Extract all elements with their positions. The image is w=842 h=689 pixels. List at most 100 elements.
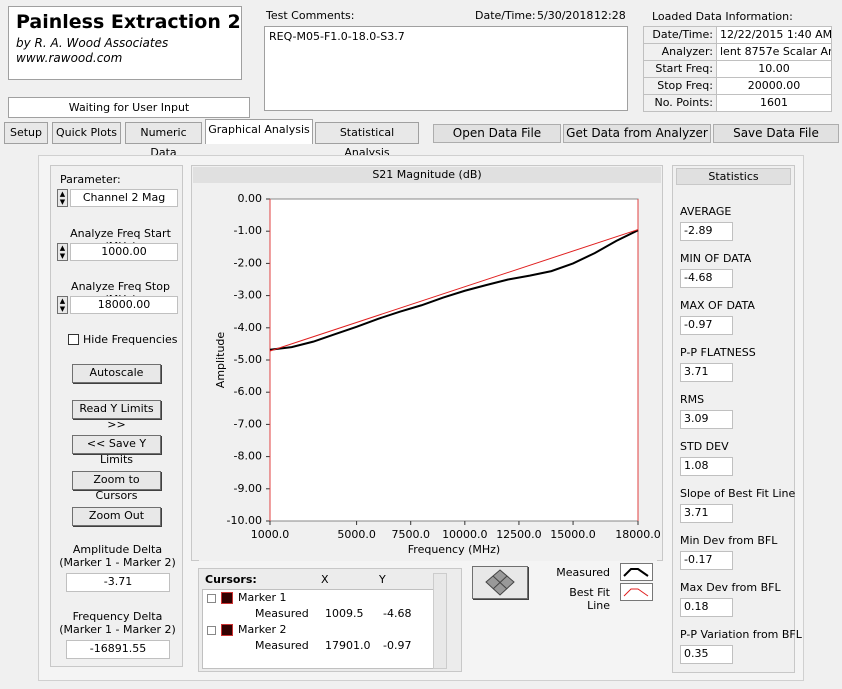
info-label: No. Points: [643, 94, 717, 112]
stat-value: -0.97 [680, 316, 733, 335]
file-button[interactable]: Get Data from Analyzer [563, 124, 711, 143]
legend: Measured Best Fit Line [548, 563, 654, 612]
legend-label: Best Fit Line [569, 586, 610, 612]
y-tick-label: -6.00 [234, 385, 262, 398]
stat-label: MIN OF DATA [680, 252, 752, 265]
marker-icon [221, 592, 233, 604]
x-tick-label: 15000.0 [550, 528, 596, 541]
stat-label: Slope of Best Fit Line [680, 487, 796, 500]
freq_start-spinner[interactable]: ▲ ▼ [57, 243, 68, 261]
cursor-header: X [321, 573, 329, 586]
y-tick-label: -1.00 [234, 224, 262, 237]
y-axis-label: Amplitude [214, 332, 227, 389]
expander[interactable] [207, 594, 216, 603]
legend-swatch [620, 563, 653, 581]
tab[interactable]: Statistical Analysis [315, 122, 419, 159]
info-value: lent 8757e Scalar Analyz [716, 43, 832, 61]
marker-y: -0.97 [383, 639, 412, 652]
tab[interactable]: Numeric Data [125, 122, 202, 159]
status-field: Waiting for User Input [8, 97, 250, 118]
tab[interactable]: Quick Plots [52, 122, 121, 144]
cursor-panel: Cursors: X Y Marker 1 Measured 1009.5 -4.68 Mar… [198, 568, 462, 672]
marker-trace: Measured [255, 607, 309, 620]
control-button[interactable]: Zoom to Cursors [72, 471, 161, 502]
cursor-move-button[interactable] [472, 566, 528, 599]
stat-label: P-P Variation from BFL [680, 628, 802, 641]
expander[interactable] [207, 626, 216, 635]
marker-name: Marker 1 [238, 591, 287, 604]
tab[interactable]: Graphical Analysis [205, 119, 313, 144]
stat-label: P-P FLATNESS [680, 346, 756, 359]
marker-icon [221, 624, 233, 636]
title-box: Painless Extraction 2 by R. A. Wood Asso… [8, 6, 242, 80]
series-line [269, 229, 639, 352]
stat-label: RMS [680, 393, 705, 406]
control-button[interactable]: Zoom Out [72, 506, 161, 526]
stat-value: 3.09 [680, 410, 733, 429]
y-tick-label: -5.00 [234, 353, 262, 366]
stat-value: 1.08 [680, 457, 733, 476]
control-button[interactable]: Autoscale [72, 364, 161, 383]
y-tick-label: -7.00 [234, 417, 262, 430]
comments-text: REQ-M05-F1.0-18.0-S3.7 [269, 30, 405, 43]
info-label: Start Freq: [643, 60, 717, 78]
control-value[interactable]: 1000.00 [70, 243, 178, 261]
file-button[interactable]: Save Data File [713, 124, 839, 143]
control-value[interactable]: 18000.00 [70, 296, 178, 314]
info-label: Stop Freq: [643, 77, 717, 95]
stat-label: AVERAGE [680, 205, 732, 218]
y-tick-label: -4.00 [234, 321, 262, 334]
y-tick-label: -3.00 [234, 289, 262, 302]
delta-value: -16891.55 [66, 640, 170, 659]
delta-label: Frequency Delta [72, 610, 163, 623]
stat-value: -4.68 [680, 269, 733, 288]
stat-value: -2.89 [680, 222, 733, 241]
x-tick-label: 1000.0 [251, 528, 290, 541]
x-tick-label: 5000.0 [337, 528, 376, 541]
file-button[interactable]: Open Data File [433, 124, 561, 143]
legend-label: Measured [556, 566, 610, 579]
cursor-header: Y [379, 573, 386, 586]
stat-label: STD DEV [680, 440, 729, 453]
plot-area [269, 198, 639, 522]
loaded-info-title: Loaded Data Information: [652, 10, 793, 23]
scrollbar[interactable] [433, 573, 447, 669]
statistics-panel: Statistics AVERAGE -2.89 MIN OF DATA -4.68 M… [672, 165, 802, 673]
cursor-list [202, 589, 443, 669]
control-panel: Parameter: ▲ ▼ Channel 2 Mag Analyze Freq St… [50, 165, 183, 667]
info-value: 1601 [716, 94, 832, 112]
datetime-date: 5/30/2018 [537, 9, 594, 22]
info-value: 12/22/2015 1:40 AM [716, 26, 832, 44]
x-tick-label: 7500.0 [391, 528, 430, 541]
control-button[interactable]: << Save Y Limits [72, 435, 161, 466]
stat-value: 0.35 [680, 645, 733, 664]
stat-label: MAX OF DATA [680, 299, 755, 312]
legend-line [623, 568, 649, 577]
comments-field[interactable]: REQ-M05-F1.0-18.0-S3.7 [264, 26, 628, 111]
marker-name: Marker 2 [238, 623, 287, 636]
legend-swatch [620, 583, 653, 601]
stat-value: 0.18 [680, 598, 733, 617]
info-value: 10.00 [716, 60, 832, 78]
tab[interactable]: Setup [4, 122, 48, 144]
legend-line [623, 588, 649, 597]
graph: 0.00 -1.00 -2.00 -3.00 -4.00 -5.00 -6.00 -7.00 -… [199, 191, 661, 561]
stat-value: -0.17 [680, 551, 733, 570]
info-value: 20000.00 [716, 77, 832, 95]
marker-x: 1009.5 [325, 607, 364, 620]
parameter-spinner[interactable]: ▲ ▼ [57, 189, 68, 207]
marker-trace: Measured [255, 639, 309, 652]
freq_stop-spinner[interactable]: ▲ ▼ [57, 296, 68, 314]
delta-label: Amplitude Delta [72, 543, 163, 556]
control-button[interactable]: Read Y Limits >> [72, 399, 161, 431]
y-tick-label: -9.00 [234, 482, 262, 495]
comments-label: Test Comments: [266, 9, 355, 22]
hide-frequencies-label: Hide Frequencies [83, 333, 178, 346]
hide-frequencies-checkbox[interactable] [68, 334, 79, 345]
stat-label: Min Dev from BFL [680, 534, 778, 547]
control-value[interactable]: Channel 2 Mag [70, 189, 178, 207]
marker-y: -4.68 [383, 607, 412, 620]
loaded-info-table: Date/Time: 12/22/2015 1:40 AM Analyzer: len… [643, 26, 832, 113]
info-label: Date/Time: [643, 26, 717, 44]
delta-sublabel: (Marker 1 - Marker 2) [59, 556, 176, 569]
